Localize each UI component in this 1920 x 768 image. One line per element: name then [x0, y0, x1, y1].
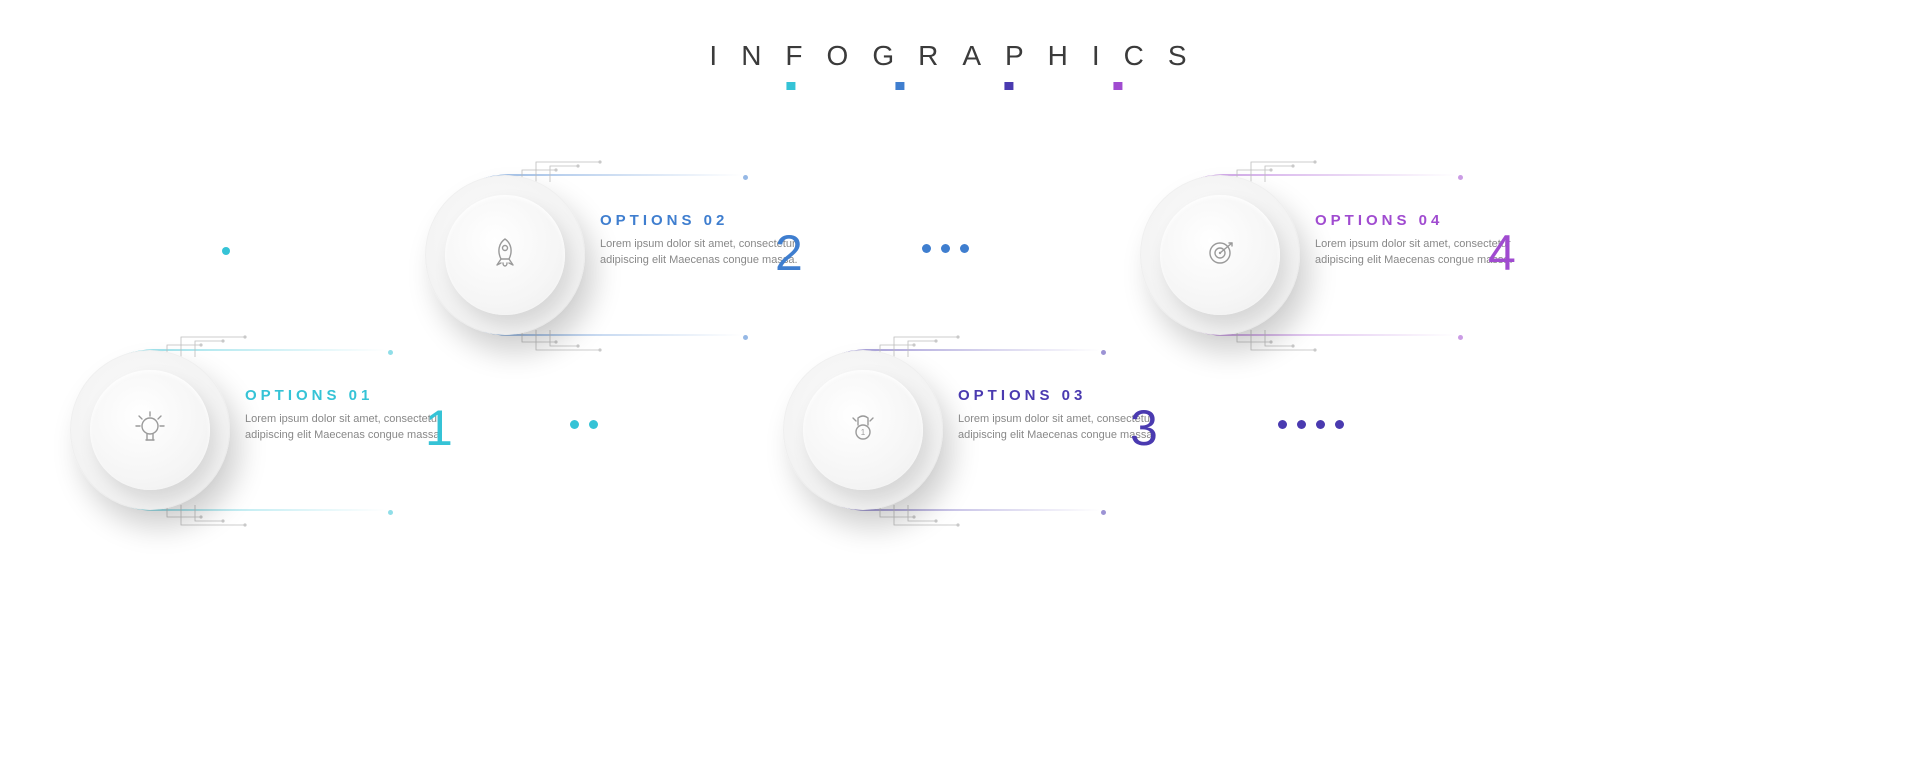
icon-circle-inner: [803, 370, 923, 490]
infographic-stage: INFOGRAPHICS OPTIONS 01Lorem i: [0, 0, 1920, 768]
lead-dot: [222, 247, 230, 255]
arc-end-dot: [388, 510, 393, 515]
connector-dot: [1335, 420, 1344, 429]
circuit-trace-top: [1235, 156, 1375, 184]
option-description: Lorem ipsum dolor sit amet, consectetur …: [1315, 237, 1515, 269]
header-title: INFOGRAPHICS: [709, 40, 1210, 72]
card-text: OPTIONS 04 Lorem ipsum dolor sit amet, co…: [1315, 212, 1515, 269]
accent-square-3: [1004, 82, 1013, 90]
connector-dot: [941, 244, 950, 253]
option-title: OPTIONS 01: [245, 387, 445, 404]
connector-dots-3: [1278, 420, 1344, 429]
option-card-3: OPTIONS 03Lorem ipsum dolor sit amet, co…: [783, 355, 1153, 505]
connector-dot: [1278, 420, 1287, 429]
arc-end-dot: [388, 350, 393, 355]
accent-square-4: [1113, 82, 1122, 90]
icon-circle: [425, 175, 585, 335]
arc-end-dot: [743, 175, 748, 180]
connector-dots-2: [922, 244, 969, 253]
arc-end-dot: [1458, 175, 1463, 180]
award-icon: [845, 410, 881, 451]
step-number: 4: [1488, 224, 1516, 282]
circuit-trace-bottom: [165, 503, 305, 531]
arc-end-dot: [1101, 350, 1106, 355]
step-number: 2: [775, 224, 803, 282]
circuit-trace-top: [165, 331, 305, 359]
step-number: 3: [1130, 399, 1158, 457]
option-title: OPTIONS 03: [958, 387, 1158, 404]
option-title: OPTIONS 02: [600, 212, 800, 229]
step-number: 1: [425, 399, 453, 457]
option-title: OPTIONS 04: [1315, 212, 1515, 229]
card-text: OPTIONS 01 Lorem ipsum dolor sit amet, co…: [245, 387, 445, 444]
option-card-1: OPTIONS 01Lorem ipsum dolor sit amet, co…: [70, 355, 440, 505]
icon-circle: [70, 350, 230, 510]
arc-end-dot: [1458, 335, 1463, 340]
connector-dot: [960, 244, 969, 253]
option-description: Lorem ipsum dolor sit amet, consectetur …: [958, 412, 1158, 444]
circuit-trace-top: [878, 331, 1018, 359]
option-card-2: OPTIONS 02Lorem ipsum dolor sit amet, co…: [425, 180, 795, 330]
rocket-icon: [487, 235, 523, 276]
option-card-4: OPTIONS 04Lorem ipsum dolor sit amet, co…: [1140, 180, 1510, 330]
accent-square-1: [786, 82, 795, 90]
icon-circle-inner: [90, 370, 210, 490]
circuit-trace-bottom: [1235, 328, 1375, 356]
circuit-trace-top: [520, 156, 660, 184]
header: INFOGRAPHICS: [709, 40, 1210, 90]
connector-dot: [570, 420, 579, 429]
card-text: OPTIONS 03 Lorem ipsum dolor sit amet, co…: [958, 387, 1158, 444]
connector-dot: [922, 244, 931, 253]
icon-circle-inner: [1160, 195, 1280, 315]
circuit-trace-bottom: [520, 328, 660, 356]
arc-end-dot: [1101, 510, 1106, 515]
target-icon: [1202, 235, 1238, 276]
icon-circle: [1140, 175, 1300, 335]
option-description: Lorem ipsum dolor sit amet, consectetur …: [245, 412, 445, 444]
arc-end-dot: [743, 335, 748, 340]
card-text: OPTIONS 02 Lorem ipsum dolor sit amet, co…: [600, 212, 800, 269]
icon-circle: [783, 350, 943, 510]
accent-square-2: [895, 82, 904, 90]
connector-dot: [589, 420, 598, 429]
header-accent-squares: [697, 82, 1210, 90]
connector-dots-1: [570, 420, 598, 429]
icon-circle-inner: [445, 195, 565, 315]
connector-dot: [1297, 420, 1306, 429]
circuit-trace-bottom: [878, 503, 1018, 531]
lightbulb-icon: [132, 410, 168, 451]
option-description: Lorem ipsum dolor sit amet, consectetur …: [600, 237, 800, 269]
connector-dot: [1316, 420, 1325, 429]
